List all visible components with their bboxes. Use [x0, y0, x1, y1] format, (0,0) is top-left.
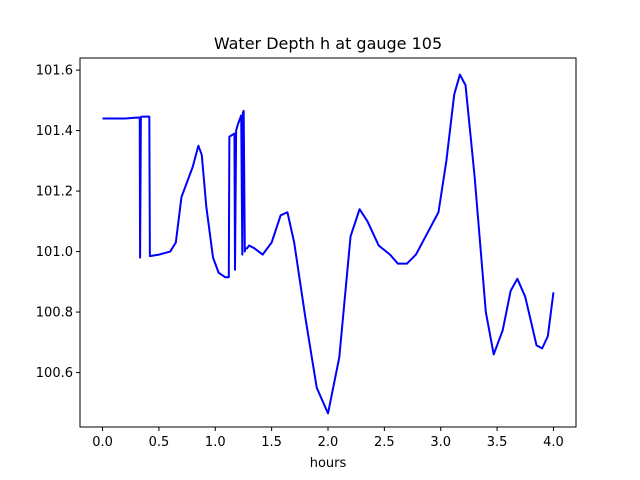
y-axis: 100.6 100.8 101.0 101.2 101.4 101.6	[36, 64, 80, 381]
x-tick-label: 0.5	[149, 435, 170, 450]
x-axis-label: hours	[310, 456, 347, 471]
y-tick-label: 101.0	[36, 245, 73, 260]
x-tick-label: 2.0	[318, 435, 339, 450]
x-tick-label: 1.0	[205, 435, 226, 450]
x-tick-label: 3.0	[430, 435, 451, 450]
x-tick-label: 0.0	[92, 435, 113, 450]
x-axis: 0.0 0.5 1.0 1.5 2.0 2.5 3.0 3.5 4.0	[92, 427, 564, 450]
y-tick-label: 100.6	[36, 366, 73, 381]
x-tick-label: 3.5	[487, 435, 508, 450]
x-tick-label: 1.5	[261, 435, 282, 450]
series-line-gauge-105	[102, 73, 555, 415]
plot-area	[102, 73, 555, 415]
x-tick-label: 4.0	[543, 435, 564, 450]
y-tick-label: 101.2	[36, 185, 73, 200]
y-tick-label: 100.8	[36, 306, 73, 321]
y-tick-label: 101.4	[36, 124, 73, 139]
x-tick-label: 2.5	[374, 435, 395, 450]
chart-title: Water Depth h at gauge 105	[214, 34, 442, 53]
y-tick-label: 101.6	[36, 64, 73, 79]
